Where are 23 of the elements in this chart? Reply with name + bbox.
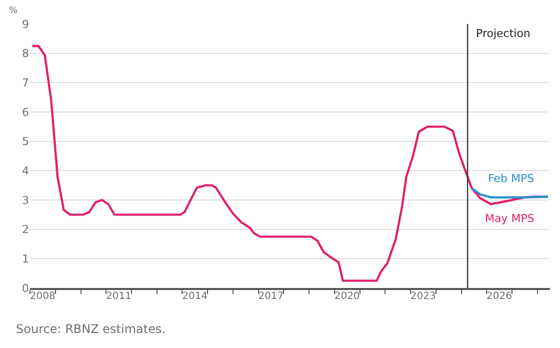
line-series	[470, 187, 550, 198]
y-tick-label: 1	[22, 252, 29, 266]
x-tick-label: 2014	[182, 291, 208, 302]
y-tick-label: 5	[22, 135, 29, 148]
x-tick-label: 2020	[334, 291, 360, 302]
y-tick-label: 7	[22, 76, 29, 90]
y-tick-label: 3	[22, 194, 29, 207]
source-note: Source: RBNZ estimates.	[16, 322, 166, 336]
x-tick-label: 2023	[410, 291, 436, 302]
y-tick-label: 0	[22, 282, 29, 295]
y-tick-label: 2	[22, 223, 29, 236]
y-axis-title: %	[9, 6, 18, 16]
y-tick-label: 8	[22, 47, 29, 60]
series-label: Feb MPS	[488, 172, 534, 185]
x-tick-label: 2011	[106, 291, 132, 302]
x-tick-label: 2017	[258, 291, 284, 302]
y-tick-label: 6	[22, 106, 29, 119]
y-tick-label: 9	[22, 18, 29, 31]
y-tick-label: 4	[22, 164, 29, 178]
x-tick-label: 2026	[486, 291, 512, 302]
x-tick-label: 2008	[30, 291, 56, 302]
ref-line-label: Projection	[476, 27, 530, 40]
series-label: May MPS	[485, 212, 534, 225]
